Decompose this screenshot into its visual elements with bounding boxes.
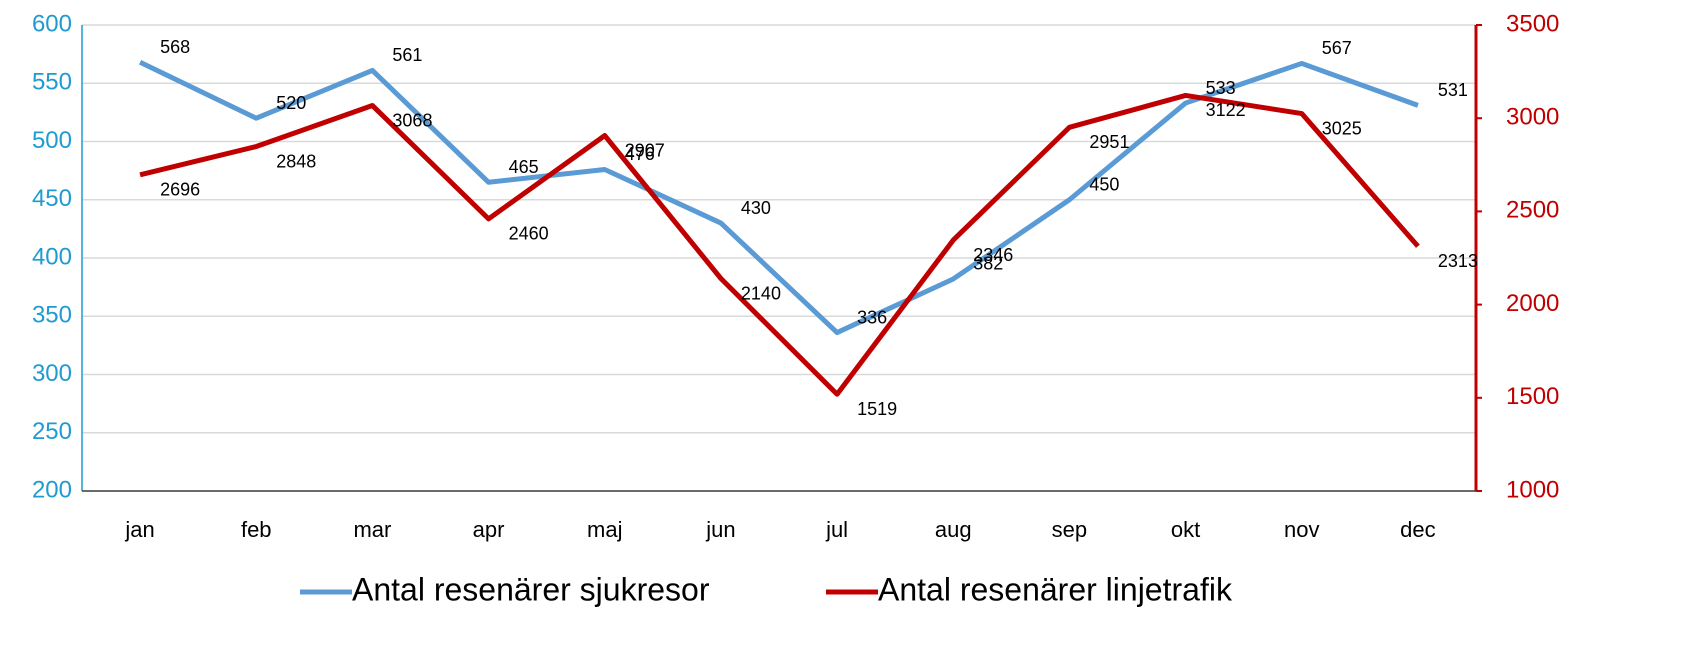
data-label: 567 [1322, 38, 1352, 58]
x-tick-label: jul [825, 517, 848, 542]
x-tick-label: jan [124, 517, 154, 542]
y-tick-label: 600 [32, 10, 72, 37]
data-label: 2140 [741, 283, 781, 303]
data-label: 430 [741, 198, 771, 218]
x-tick-label: dec [1400, 517, 1435, 542]
data-label: 531 [1438, 80, 1468, 100]
y-tick-label: 300 [32, 360, 72, 387]
x-tick-label: apr [473, 517, 505, 542]
x-tick-label: jun [705, 517, 735, 542]
data-label: 2346 [973, 245, 1013, 265]
data-label: 568 [160, 37, 190, 57]
data-label: 465 [509, 157, 539, 177]
y2-tick-label: 1500 [1506, 383, 1559, 410]
x-tick-label: nov [1284, 517, 1319, 542]
x-tick-label: mar [353, 517, 391, 542]
data-label: 2907 [625, 140, 665, 160]
y-tick-label: 250 [32, 418, 72, 445]
data-label: 2696 [160, 180, 200, 200]
x-tick-label: maj [587, 517, 622, 542]
data-label: 520 [276, 93, 306, 113]
y-tick-label: 200 [32, 476, 72, 503]
data-label: 382 [973, 254, 1003, 274]
data-label: 336 [857, 307, 887, 327]
x-tick-label: sep [1052, 517, 1087, 542]
legend-label: Antal resenärer linjetrafik [878, 571, 1233, 607]
y2-tick-label: 1000 [1506, 476, 1559, 503]
data-label: 2848 [276, 151, 316, 171]
data-label: 3122 [1206, 100, 1246, 120]
data-label: 561 [392, 45, 422, 65]
data-label: 3025 [1322, 118, 1362, 138]
data-label: 2460 [509, 224, 549, 244]
data-label: 2951 [1089, 132, 1129, 152]
data-label: 2313 [1438, 251, 1478, 271]
y-tick-label: 500 [32, 127, 72, 154]
y-tick-label: 450 [32, 185, 72, 212]
y-tick-label: 350 [32, 302, 72, 329]
data-label: 1519 [857, 399, 897, 419]
x-tick-label: okt [1171, 517, 1200, 542]
x-tick-label: feb [241, 517, 272, 542]
y2-tick-label: 2500 [1506, 197, 1559, 224]
x-tick-label: aug [935, 517, 972, 542]
line-series [139, 92, 1420, 397]
data-label: 450 [1089, 175, 1119, 195]
data-label: 3068 [392, 110, 432, 130]
y2-tick-label: 3500 [1506, 10, 1559, 37]
y2-tick-label: 2000 [1506, 290, 1559, 317]
y-tick-label: 400 [32, 243, 72, 270]
y2-tick-label: 3000 [1506, 104, 1559, 131]
y-tick-label: 550 [32, 69, 72, 96]
data-label: 476 [625, 144, 655, 164]
data-label: 533 [1206, 78, 1236, 98]
legend-label: Antal resenärer sjukresor [352, 571, 710, 607]
